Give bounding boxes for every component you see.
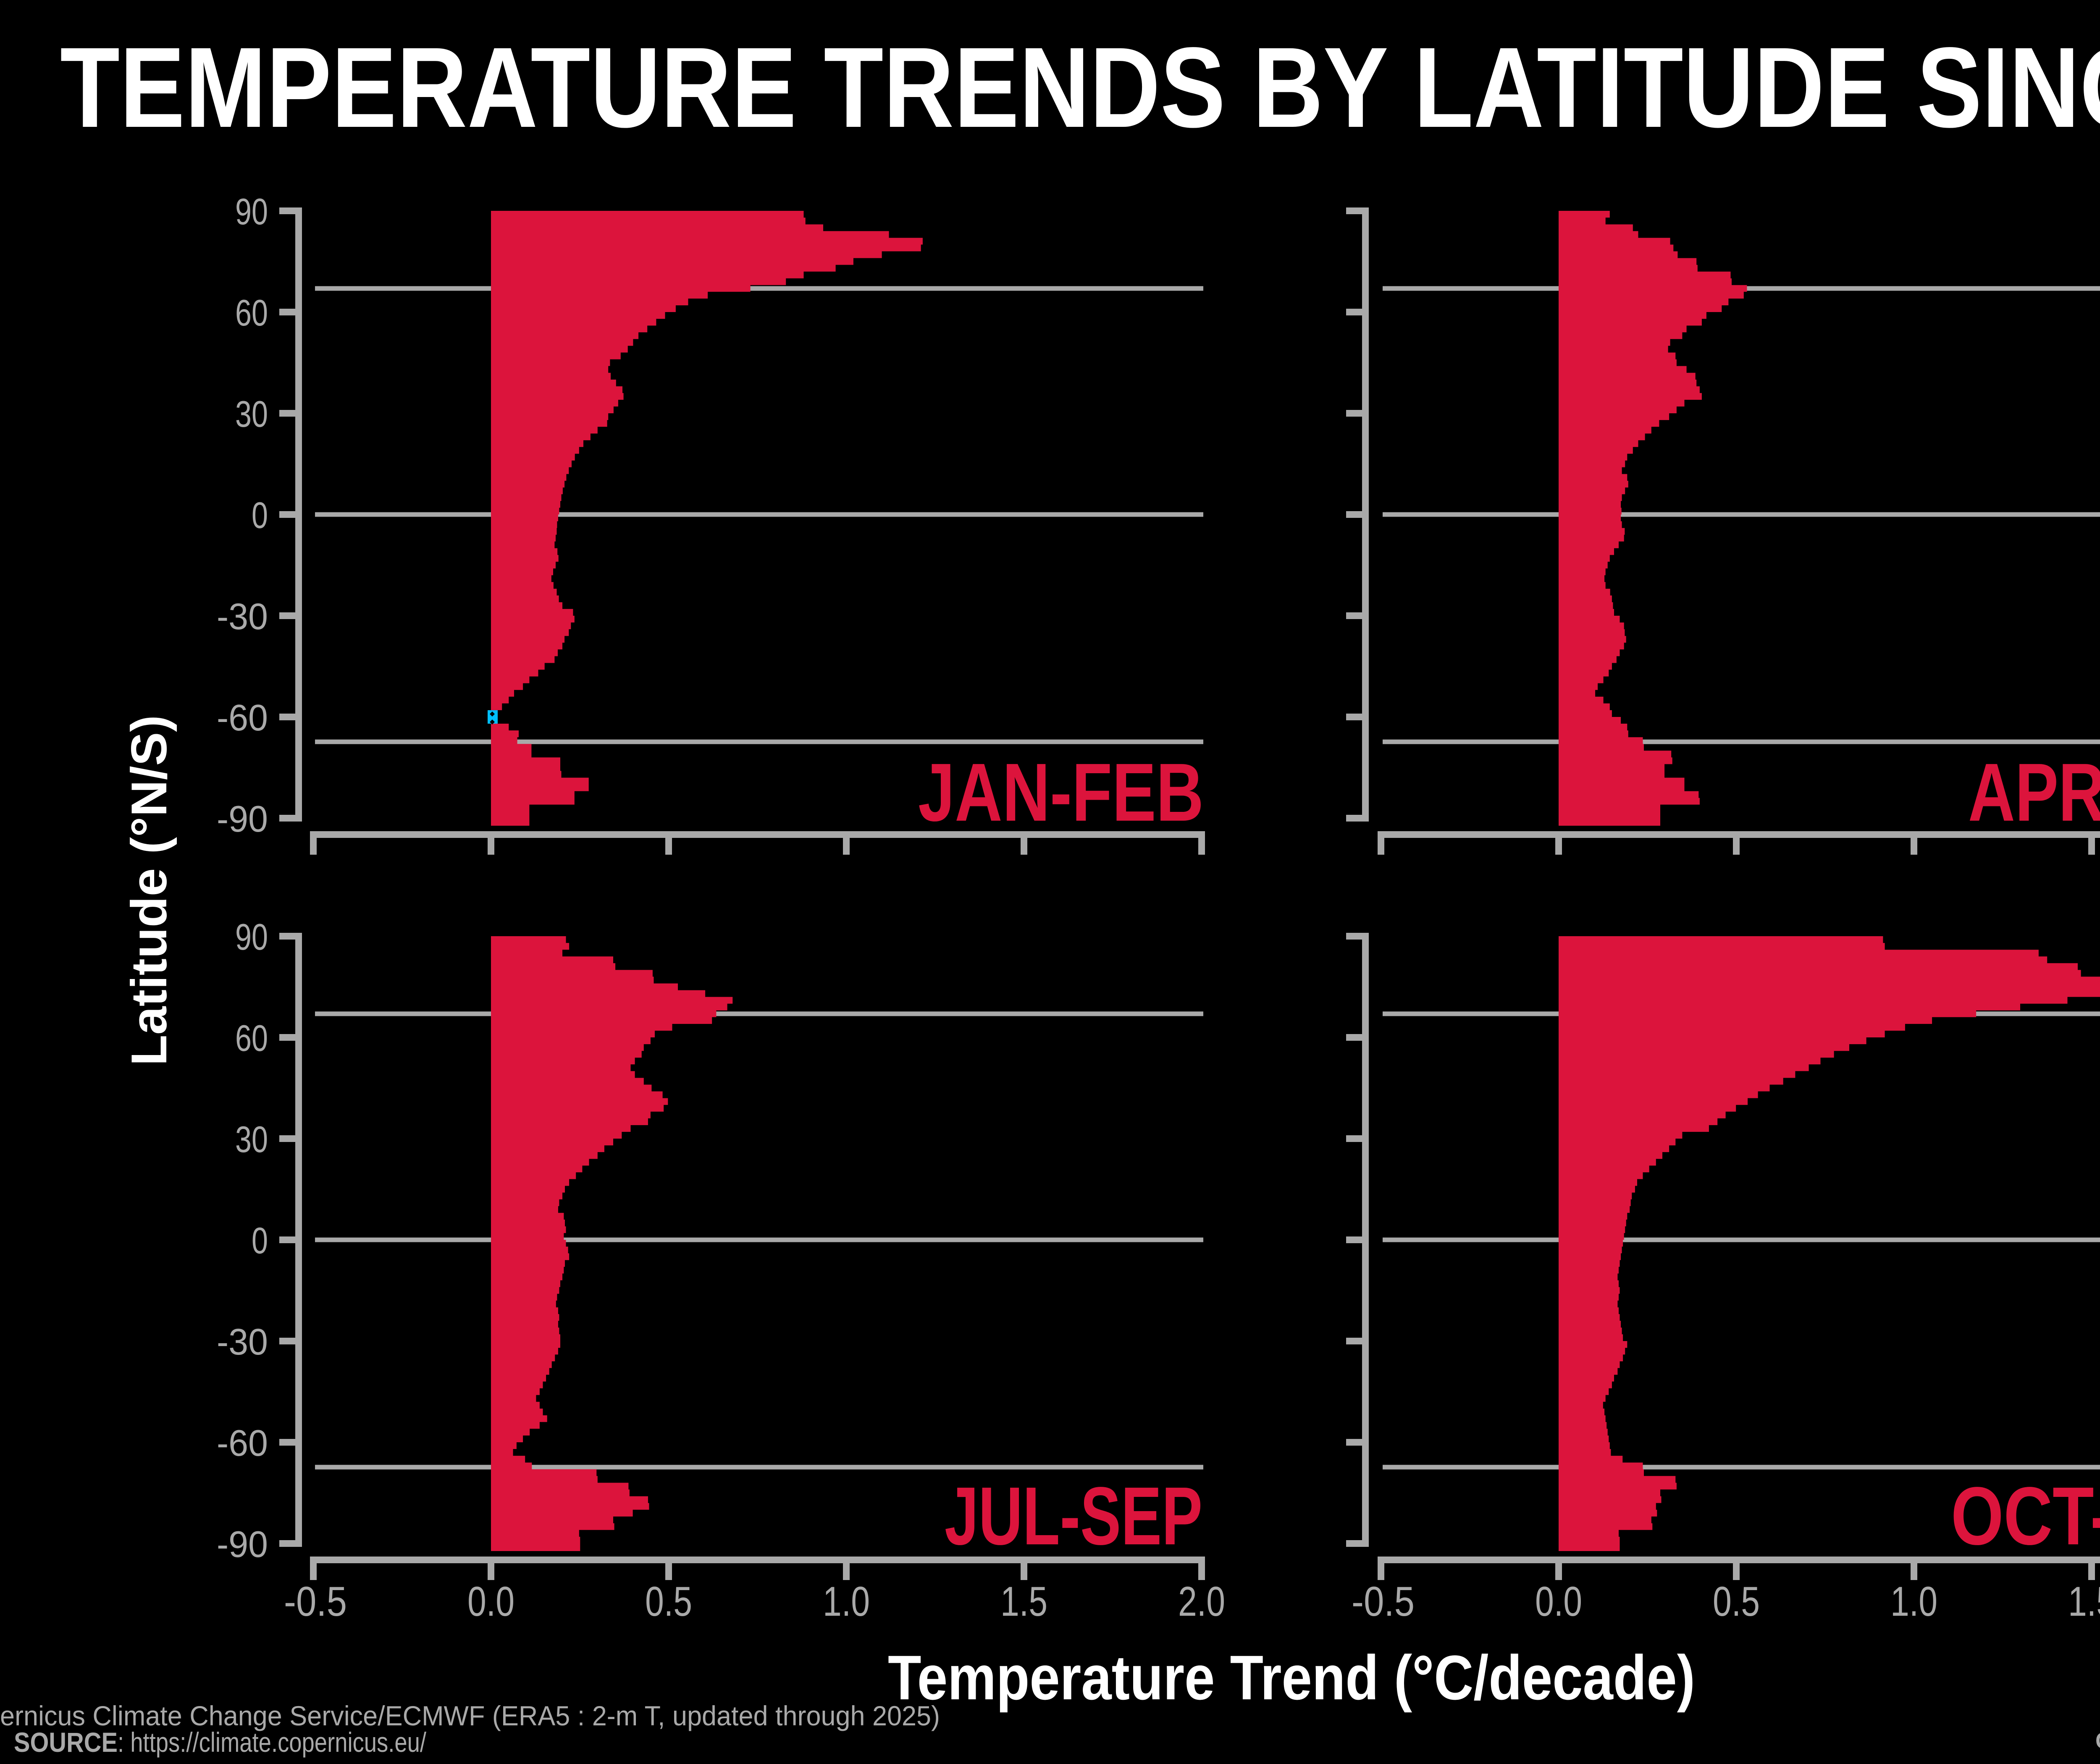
svg-text:JUL-SEP: JUL-SEP <box>945 1470 1202 1562</box>
svg-text:0.0: 0.0 <box>1535 1578 1582 1625</box>
svg-text:Latitude (°N/S): Latitude (°N/S) <box>121 715 177 1066</box>
svg-text:30: 30 <box>235 393 268 435</box>
svg-text:60: 60 <box>235 1017 268 1059</box>
svg-text:-30: -30 <box>217 596 268 637</box>
svg-text:-90: -90 <box>217 1523 268 1565</box>
svg-text:30: 30 <box>235 1118 268 1160</box>
svg-text:0.0: 0.0 <box>467 1578 514 1625</box>
svg-text:: https://climate.copernicus.e: : https://climate.copernicus.eu/ <box>118 1727 427 1758</box>
svg-text:GRAPHIC: GRAPHIC <box>2095 1727 2100 1754</box>
svg-text:APR-JUN: APR-JUN <box>1968 746 2100 838</box>
svg-text:SOURCE: SOURCE <box>14 1727 118 1758</box>
svg-text:-60: -60 <box>217 697 268 738</box>
svg-text:90: 90 <box>235 191 268 232</box>
svg-text:0: 0 <box>252 1220 268 1261</box>
svg-text:OCT-DEC: OCT-DEC <box>1951 1470 2100 1562</box>
svg-text:Temperature Trend (°C/decade): Temperature Trend (°C/decade) <box>888 1642 1695 1713</box>
svg-text:0.5: 0.5 <box>1713 1578 1760 1625</box>
svg-text:1.5: 1.5 <box>1000 1578 1047 1625</box>
svg-text:60: 60 <box>235 292 268 333</box>
svg-text:0.5: 0.5 <box>645 1578 692 1625</box>
svg-text:-30: -30 <box>217 1321 268 1362</box>
svg-text:-90: -90 <box>217 798 268 840</box>
svg-text:JAN-FEB: JAN-FEB <box>918 746 1204 838</box>
svg-text:1.0: 1.0 <box>823 1578 870 1625</box>
svg-text:-60: -60 <box>217 1422 268 1464</box>
svg-text:ernicus Climate Change Service: ernicus Climate Change Service/ECMWF (ER… <box>0 1700 940 1731</box>
svg-text:0: 0 <box>252 494 268 536</box>
svg-text:90: 90 <box>235 916 268 958</box>
svg-text:1.5: 1.5 <box>2068 1578 2100 1625</box>
svg-text:TEMPERATURE TRENDS BY LATITUDE: TEMPERATURE TRENDS BY LATITUDE SINCE 199… <box>60 24 2100 151</box>
svg-text:-0.5: -0.5 <box>284 1578 347 1625</box>
svg-text:2.0: 2.0 <box>1178 1578 1225 1625</box>
svg-text:1.0: 1.0 <box>1890 1578 1937 1625</box>
svg-text:-0.5: -0.5 <box>1352 1578 1415 1625</box>
